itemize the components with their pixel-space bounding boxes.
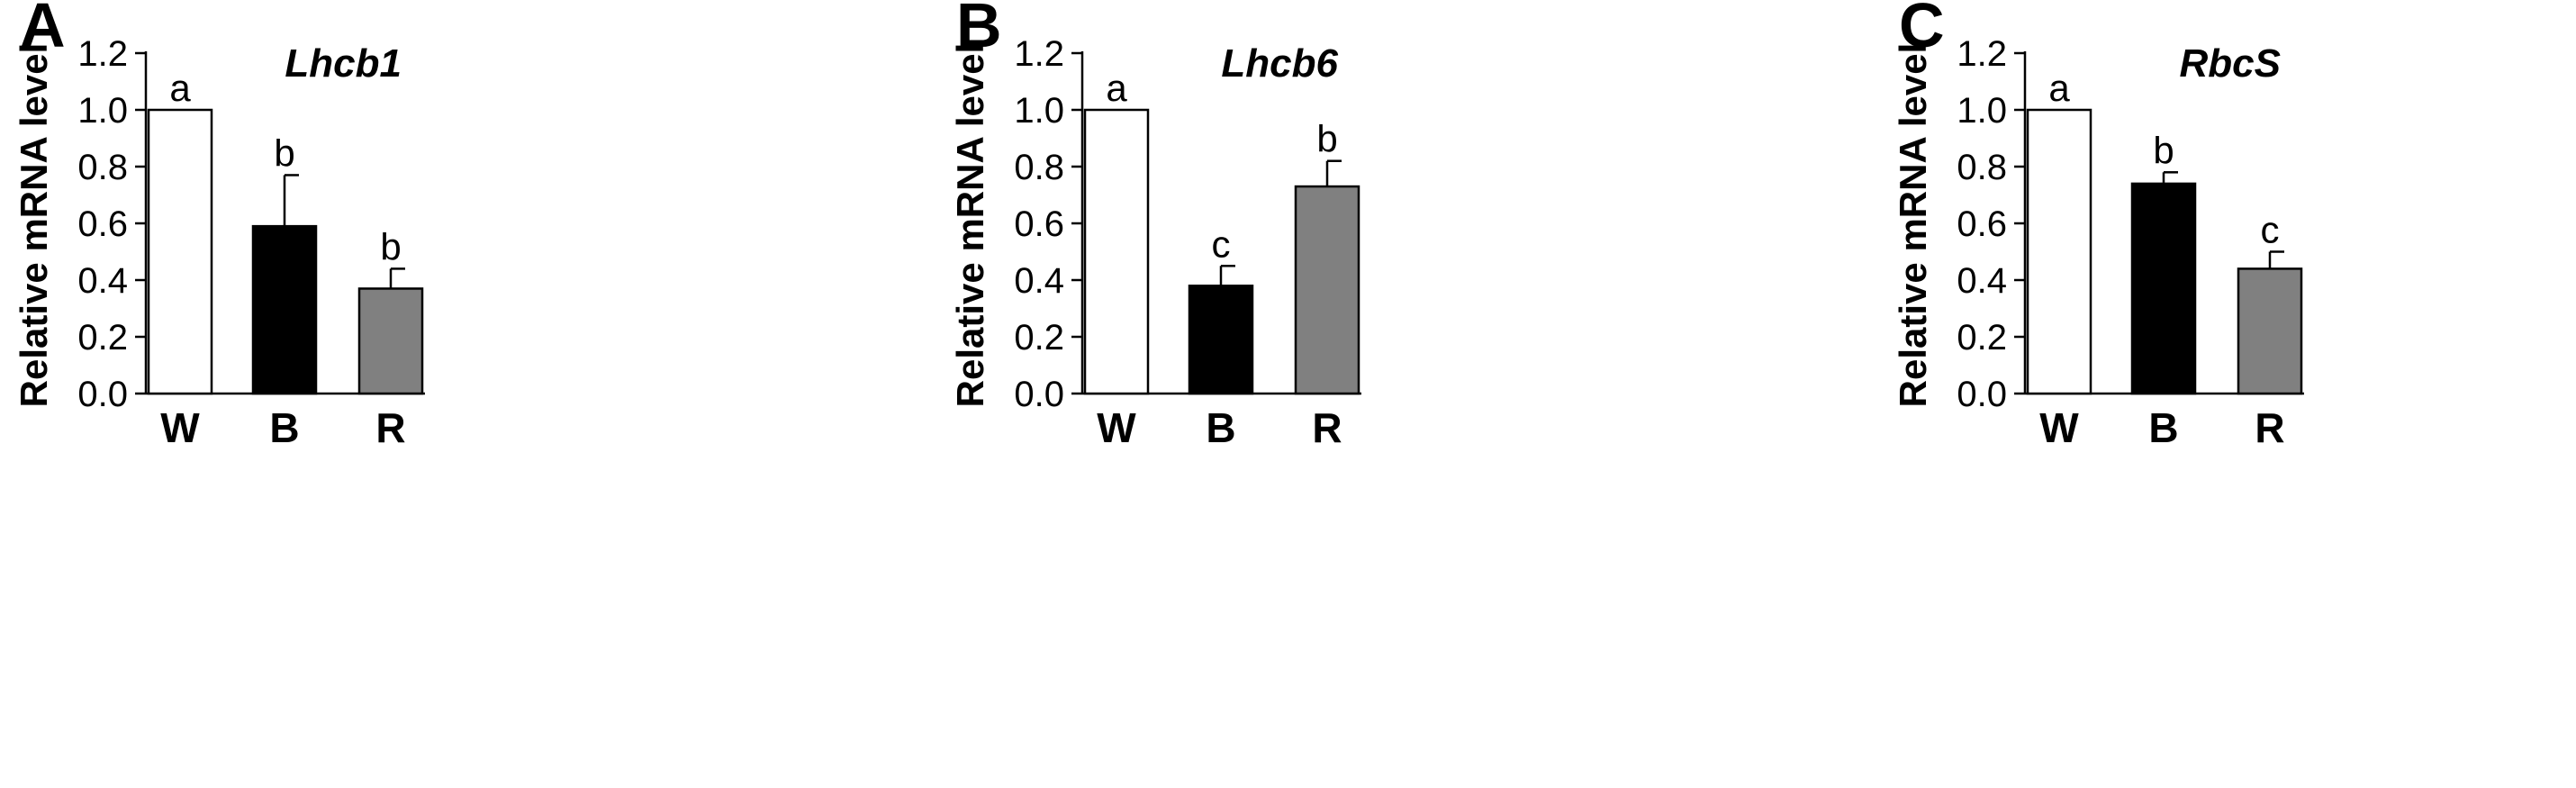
y-tick-label: 0.0 (1957, 375, 2007, 414)
x-tick-label: R (2255, 404, 2284, 451)
significance-label: a (169, 67, 191, 109)
y-tick-label: 1.0 (77, 91, 128, 131)
gene-name: RbcS (2180, 41, 2281, 86)
bar-w (1083, 108, 1150, 395)
panel-letter: B (956, 0, 1002, 60)
y-tick-label: 0.2 (77, 318, 128, 358)
chart-panel-c: C RbcS Relative mRNA level 0.0 0.2 0.4 0.6 0.8 1… (1892, 0, 2304, 451)
y-axis-label: Relative mRNA level (949, 43, 991, 408)
y-axis-label: Relative mRNA level (1892, 43, 1934, 408)
chart-panel-a: A Lhcb1 Relative mRNA level 0.0 0.2 0.4 0.6 0.8… (13, 0, 425, 451)
significance-label: c (1212, 222, 1231, 265)
x-tick-label: B (1206, 404, 1235, 451)
x-tick-label: W (1097, 404, 1136, 451)
significance-label: b (1316, 118, 1337, 160)
y-axis-label: Relative mRNA level (13, 43, 55, 408)
y-tick-label: 0.0 (77, 375, 128, 414)
bar-w (147, 108, 213, 395)
y-tick-label: 0.4 (77, 261, 128, 301)
y-tick-label: 0.2 (1957, 318, 2007, 358)
significance-label: b (274, 131, 294, 174)
y-tick-label: 0.4 (1957, 261, 2007, 301)
bar-r (1294, 185, 1360, 395)
y-tick-label: 0.6 (1957, 204, 2007, 244)
significance-label: b (380, 225, 401, 267)
y-tick-label: 1.0 (1014, 91, 1064, 131)
y-tick-label: 1.2 (77, 34, 128, 74)
bar-w (2026, 108, 2092, 395)
y-tick-label: 0.2 (1014, 318, 1064, 358)
x-tick-label: R (375, 404, 405, 451)
x-tick-label: B (269, 404, 299, 451)
y-tick-label: 1.2 (1014, 34, 1064, 74)
bar-r (357, 287, 424, 395)
x-tick-label: W (2039, 404, 2079, 451)
x-tick-label: W (160, 404, 200, 451)
significance-label: b (2153, 129, 2174, 171)
bar-b (251, 224, 318, 395)
bar-r (2237, 267, 2303, 395)
gene-name: Lhcb1 (285, 41, 402, 86)
y-tick-label: 0.4 (1014, 261, 1064, 301)
y-tick-label: 0.8 (1014, 148, 1064, 187)
chart-panel-b: B Lhcb6 Relative mRNA level 0.0 0.2 0.4 0.6 0.8… (949, 0, 1361, 451)
bar-b (2130, 182, 2197, 395)
panel-letter: A (20, 0, 66, 60)
x-tick-label: R (1312, 404, 1342, 451)
significance-label: c (2261, 209, 2280, 251)
significance-label: a (2048, 67, 2070, 109)
y-tick-label: 0.8 (1957, 148, 2007, 187)
bar-b (1188, 285, 1254, 395)
y-tick-label: 0.6 (1014, 204, 1064, 244)
panel-letter: C (1899, 0, 1945, 60)
y-tick-label: 1.2 (1957, 34, 2007, 74)
gene-name: Lhcb6 (1221, 41, 1338, 86)
y-tick-label: 0.8 (77, 148, 128, 187)
y-tick-label: 0.6 (77, 204, 128, 244)
y-tick-label: 1.0 (1957, 91, 2007, 131)
x-tick-label: B (2148, 404, 2178, 451)
y-tick-label: 0.0 (1014, 375, 1064, 414)
significance-label: a (1106, 67, 1127, 109)
